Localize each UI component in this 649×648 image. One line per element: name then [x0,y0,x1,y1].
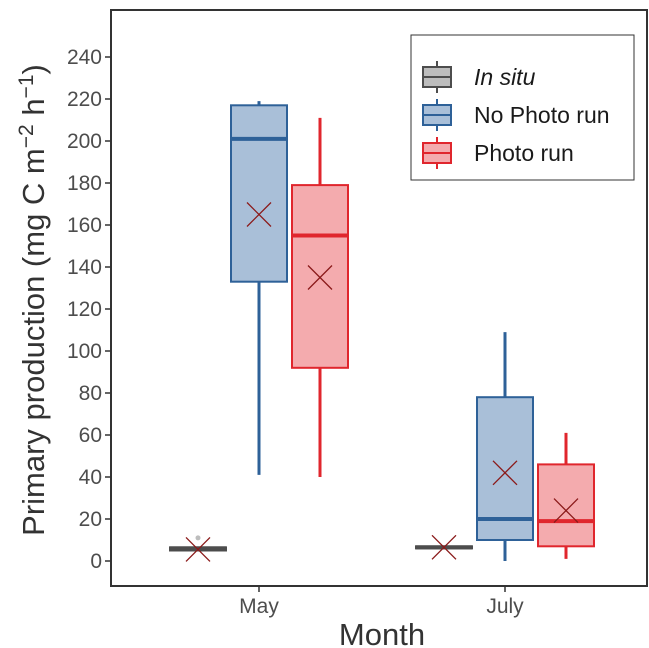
y-tick-label-20: 20 [79,508,102,531]
mean-marker-in-situ-july [431,534,457,560]
y-axis-title-middle: h [16,98,51,124]
plot-panel [110,9,648,587]
x-axis-title: Month [339,617,425,648]
y-axis: 0 20 40 60 80 100 120 140 160 180 200 220 240 [67,46,111,573]
y-tick-label-160: 160 [67,214,102,237]
y-tick-label-180: 180 [67,172,102,195]
box-no-photo-run-may [230,101,288,475]
legend-label-in-situ: In situ [474,64,536,90]
box-in-situ-may [169,535,227,562]
y-tick-label-240: 240 [67,46,102,69]
y-tick-label-200: 200 [67,130,102,153]
box-photo-run-july [537,432,595,559]
y-tick-label-80: 80 [79,382,102,405]
legend-item-photo-run: Photo run [422,137,574,169]
legend: In situ No Photo run Photo run [410,34,635,181]
mean-marker-photo-run-may [307,265,333,290]
iqr-box-photo-run-july [537,463,595,548]
x-axis: May July [239,586,524,618]
plot-border [110,9,648,587]
y-axis-title: Primary production (mg C m−2 h−1) [15,64,51,536]
mean-marker-no-photo-run-july [492,460,518,486]
y-tick-label-220: 220 [67,88,102,111]
y-axis-title-exponent-2: −1 [15,74,38,98]
y-tick-label-40: 40 [79,466,102,489]
iqr-box-no-photo-run-july [476,396,534,542]
legend-label-no-photo-run: No Photo run [474,102,610,128]
box-in-situ-july [415,534,473,560]
box-photo-run-may [291,117,349,477]
box-no-photo-run-july [476,332,534,561]
y-tick-label-100: 100 [67,340,102,363]
mean-marker-in-situ-may [185,536,211,562]
x-tick-label-july: July [486,595,524,618]
outlier-in-situ-may-0 [195,535,201,541]
iqr-box-photo-run-may [291,184,349,369]
legend-label-photo-run: Photo run [474,140,574,166]
mean-marker-photo-run-july [553,498,579,524]
box-series-group [169,101,595,562]
y-axis-title-end: ) [16,64,51,74]
y-axis-title-main: Primary production (mg C m [16,148,51,536]
y-tick-label-140: 140 [67,256,102,279]
legend-item-no-photo-run: No Photo run [422,99,610,131]
y-tick-label-0: 0 [90,550,102,573]
legend-item-in-situ: In situ [422,61,536,93]
y-axis-title-exponent-1: −2 [15,124,38,148]
y-tick-label-60: 60 [79,424,102,447]
x-tick-label-may: May [239,595,279,618]
iqr-box-no-photo-run-may [230,104,288,283]
mean-marker-no-photo-run-may [246,202,272,227]
y-tick-label-120: 120 [67,298,102,321]
